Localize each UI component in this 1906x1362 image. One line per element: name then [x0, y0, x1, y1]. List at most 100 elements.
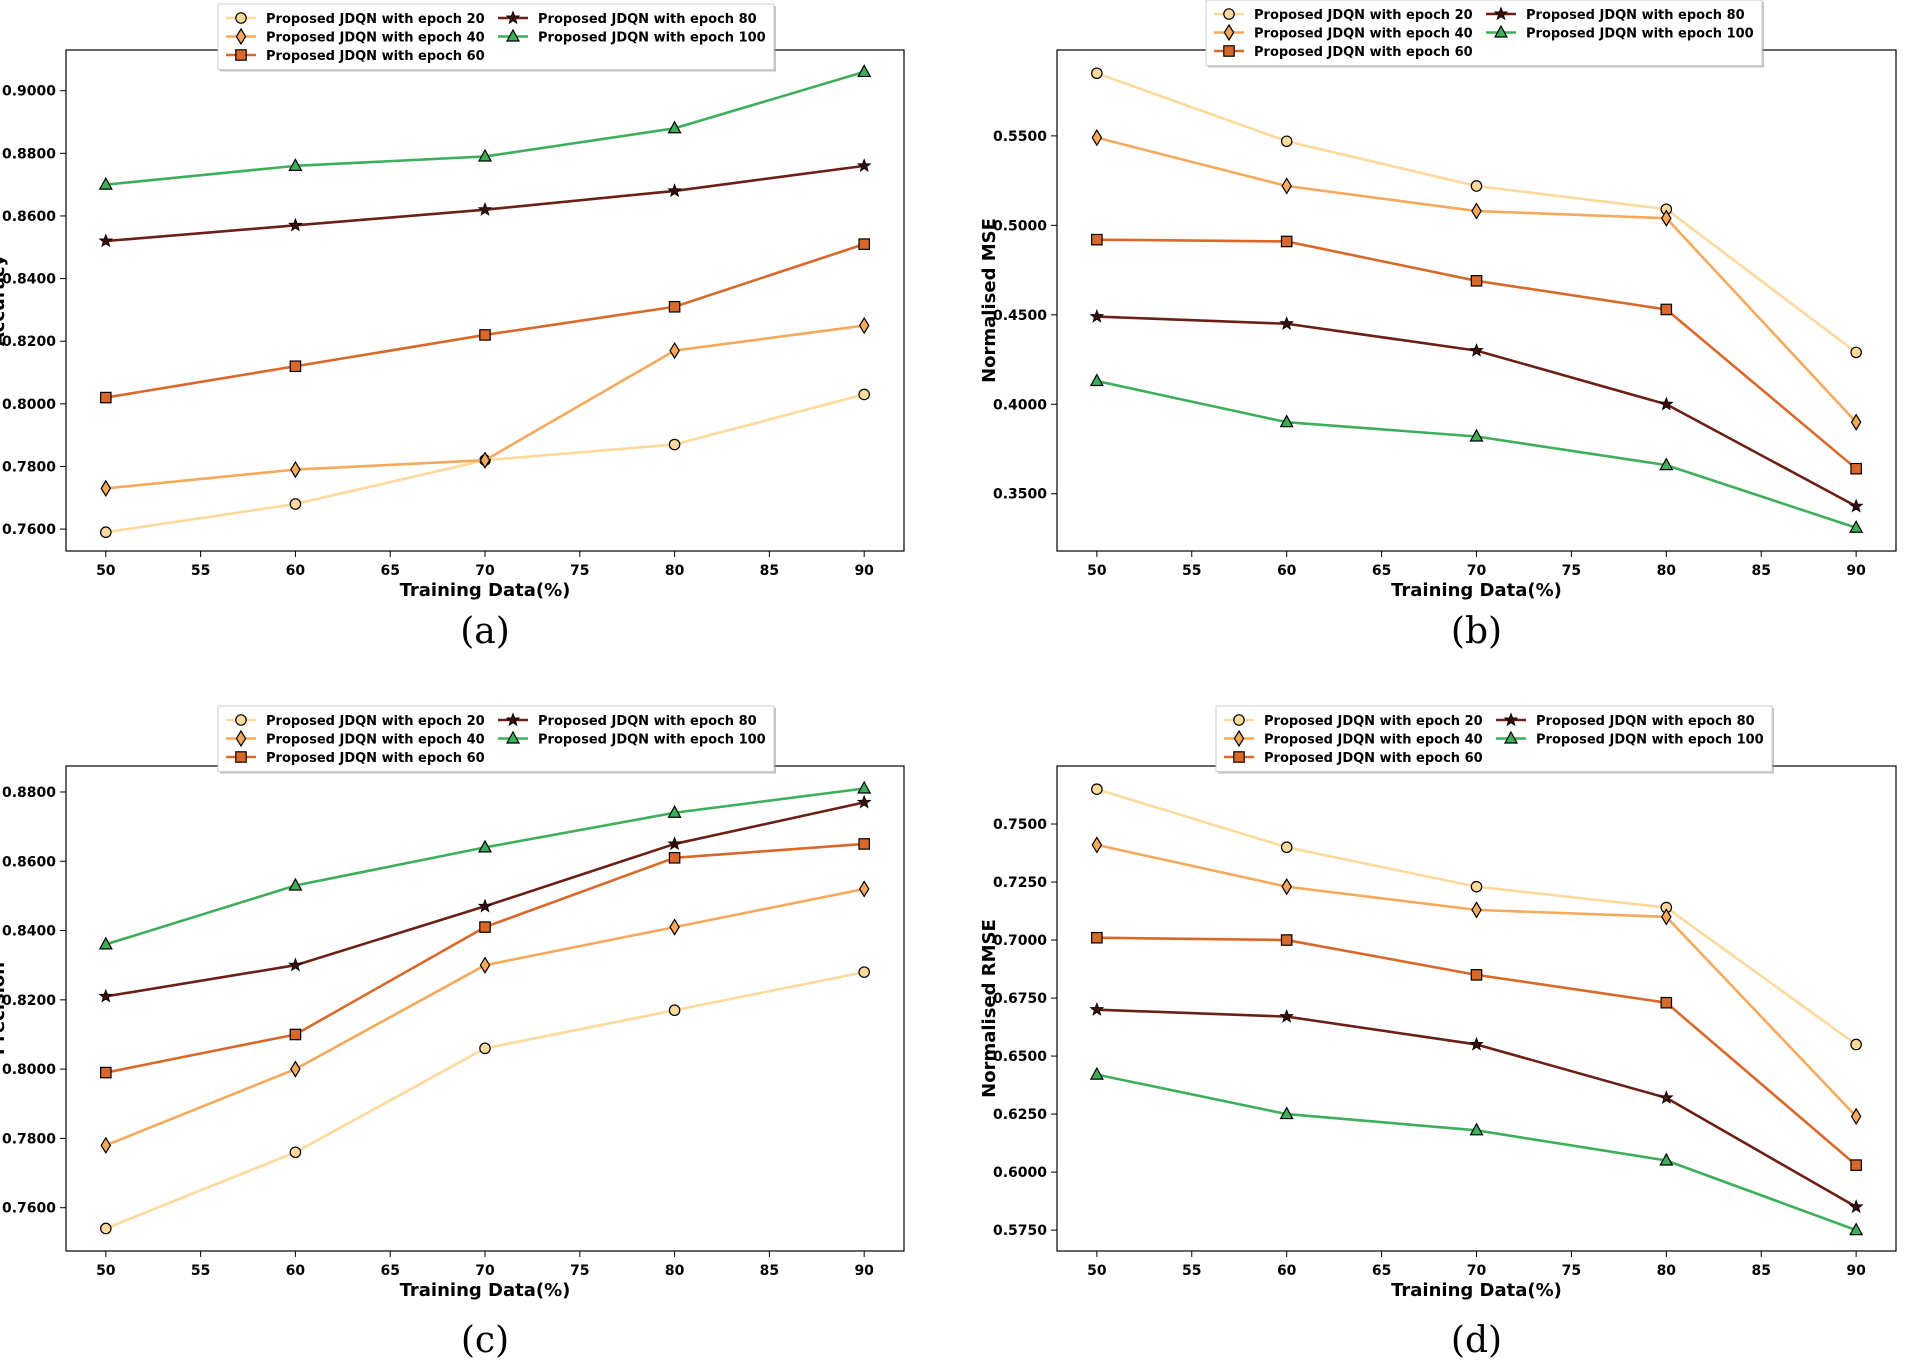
data-point-square — [668, 852, 681, 864]
data-point-square — [1470, 969, 1483, 981]
x-tick-label: 85 — [760, 563, 779, 579]
legend-entry-label: Proposed JDQN with epoch 20 — [266, 714, 485, 729]
x-tick-label: 70 — [475, 563, 495, 579]
data-point-star — [1279, 316, 1294, 330]
x-tick-label: 70 — [475, 1263, 495, 1279]
x-tick-label: 55 — [191, 563, 210, 579]
legend-entry-label: Proposed JDQN with epoch 80 — [1536, 714, 1755, 729]
chart-panel-2: 50 55 60 65 70 75 80 85 90 0.3500 0.4000 0.4500 0.50… — [979, 0, 1897, 652]
data-point-square — [1280, 934, 1293, 946]
data-point-triangle — [857, 64, 872, 78]
legend-entry-label: Proposed JDQN with epoch 100 — [538, 31, 766, 46]
x-tick-label: 90 — [854, 1263, 874, 1279]
y-tick-label: 0.8800 — [2, 785, 56, 801]
y-tick-label: 0.8200 — [2, 993, 56, 1009]
x-tick-label: 90 — [1846, 563, 1866, 579]
x-tick-label: 70 — [1467, 563, 1487, 579]
data-point-circle — [668, 438, 681, 451]
data-point-star — [1279, 1008, 1294, 1023]
data-point-triangle — [98, 936, 113, 950]
y-tick-label: 0.7800 — [2, 459, 56, 475]
x-tick-label: 85 — [760, 1263, 779, 1279]
x-tick-label: 70 — [1467, 1263, 1487, 1279]
x-tick-label: 65 — [380, 1263, 399, 1279]
legend-marker-circle — [1223, 8, 1235, 20]
chart-panel-1: 50 55 60 65 70 75 80 85 90 0.7600 0.7800 0.8000 0.82… — [0, 3, 905, 652]
data-point-diamond — [1281, 878, 1292, 896]
data-point-diamond — [669, 918, 680, 936]
legend-box — [217, 3, 775, 70]
plot-frame — [1056, 765, 1897, 1252]
data-point-circle — [668, 1004, 681, 1017]
legend-entry-label: Proposed JDQN with epoch 20 — [266, 12, 485, 27]
data-point-circle — [1470, 180, 1483, 192]
x-tick-label: 85 — [1751, 563, 1770, 579]
legend-entry-label: Proposed JDQN with epoch 40 — [266, 733, 485, 748]
legend-marker-square — [235, 751, 247, 763]
data-point-triangle — [288, 877, 303, 891]
y-tick-label: 0.3500 — [993, 487, 1047, 503]
data-point-square — [100, 1066, 112, 1079]
x-tick-label: 80 — [665, 1263, 685, 1279]
data-point-triangle — [667, 805, 682, 818]
data-point-star — [477, 898, 493, 913]
legend-marker-circle — [1233, 714, 1245, 726]
plot-frame — [65, 765, 905, 1252]
data-point-diamond — [858, 316, 870, 335]
panel-caption: (b) — [1451, 611, 1502, 652]
data-point-diamond — [479, 956, 491, 974]
legend-entry-label: Proposed JDQN with epoch 60 — [266, 751, 485, 766]
x-tick-label: 75 — [570, 563, 589, 579]
legend-entry-label: Proposed JDQN with epoch 80 — [538, 714, 757, 729]
data-point-square — [479, 921, 491, 933]
data-point-square — [1091, 233, 1103, 246]
y-tick-label: 0.5000 — [993, 218, 1047, 234]
x-tick-label: 50 — [1087, 563, 1107, 579]
y-tick-label: 0.5500 — [993, 129, 1047, 145]
data-point-triangle — [477, 839, 493, 853]
x-tick-label: 80 — [1657, 563, 1677, 579]
legend-entry-label: Proposed JDQN with epoch 60 — [1264, 751, 1483, 766]
x-tick-label: 85 — [1751, 1263, 1770, 1279]
y-tick-label: 0.8000 — [2, 397, 56, 413]
x-tick-label: 50 — [1087, 1263, 1107, 1279]
y-tick-label: 0.4500 — [993, 308, 1047, 324]
legend-box — [217, 705, 775, 772]
legend-marker-star — [1503, 712, 1519, 727]
y-tick-label: 0.8000 — [2, 1062, 56, 1078]
legend-entry-label: Proposed JDQN with epoch 100 — [1526, 27, 1754, 42]
legend-marker-circle — [235, 12, 247, 24]
data-point-diamond — [1850, 413, 1862, 431]
data-point-diamond — [1281, 177, 1292, 195]
legend: Proposed JDQN with epoch 20 Proposed JDQN… — [1205, 0, 1764, 68]
data-point-circle — [1280, 841, 1293, 854]
plot-frame — [65, 49, 905, 552]
y-tick-label: 0.8600 — [2, 854, 56, 870]
data-point-triangle — [857, 780, 872, 794]
data-point-triangle — [288, 158, 303, 171]
legend-marker-diamond — [1223, 23, 1235, 42]
data-point-star — [98, 988, 114, 1003]
legend-entry-label: Proposed JDQN with epoch 60 — [266, 49, 485, 64]
data-point-circle — [289, 498, 302, 510]
x-axis-label: Training Data(%) — [1391, 580, 1562, 601]
data-point-triangle — [667, 120, 682, 134]
x-tick-label: 50 — [96, 1263, 116, 1279]
legend-marker-diamond — [1233, 729, 1245, 748]
data-point-square — [289, 1028, 302, 1041]
data-point-circle — [1850, 346, 1862, 359]
plot-frame — [1056, 49, 1897, 552]
data-point-triangle — [1469, 428, 1484, 442]
data-point-triangle — [1849, 519, 1864, 533]
y-tick-label: 0.6000 — [993, 1165, 1047, 1181]
data-point-square — [1660, 303, 1673, 316]
y-axis-label: Precision — [0, 962, 9, 1055]
legend-marker-star — [505, 10, 521, 25]
legend-entry-label: Proposed JDQN with epoch 100 — [1536, 733, 1764, 748]
data-point-triangle — [1849, 1222, 1864, 1236]
x-tick-label: 75 — [1562, 1263, 1581, 1279]
data-point-triangle — [98, 176, 113, 190]
x-axis-label: Training Data(%) — [400, 1280, 571, 1301]
legend-entry-label: Proposed JDQN with epoch 40 — [1264, 733, 1483, 748]
data-point-star — [1659, 396, 1674, 411]
